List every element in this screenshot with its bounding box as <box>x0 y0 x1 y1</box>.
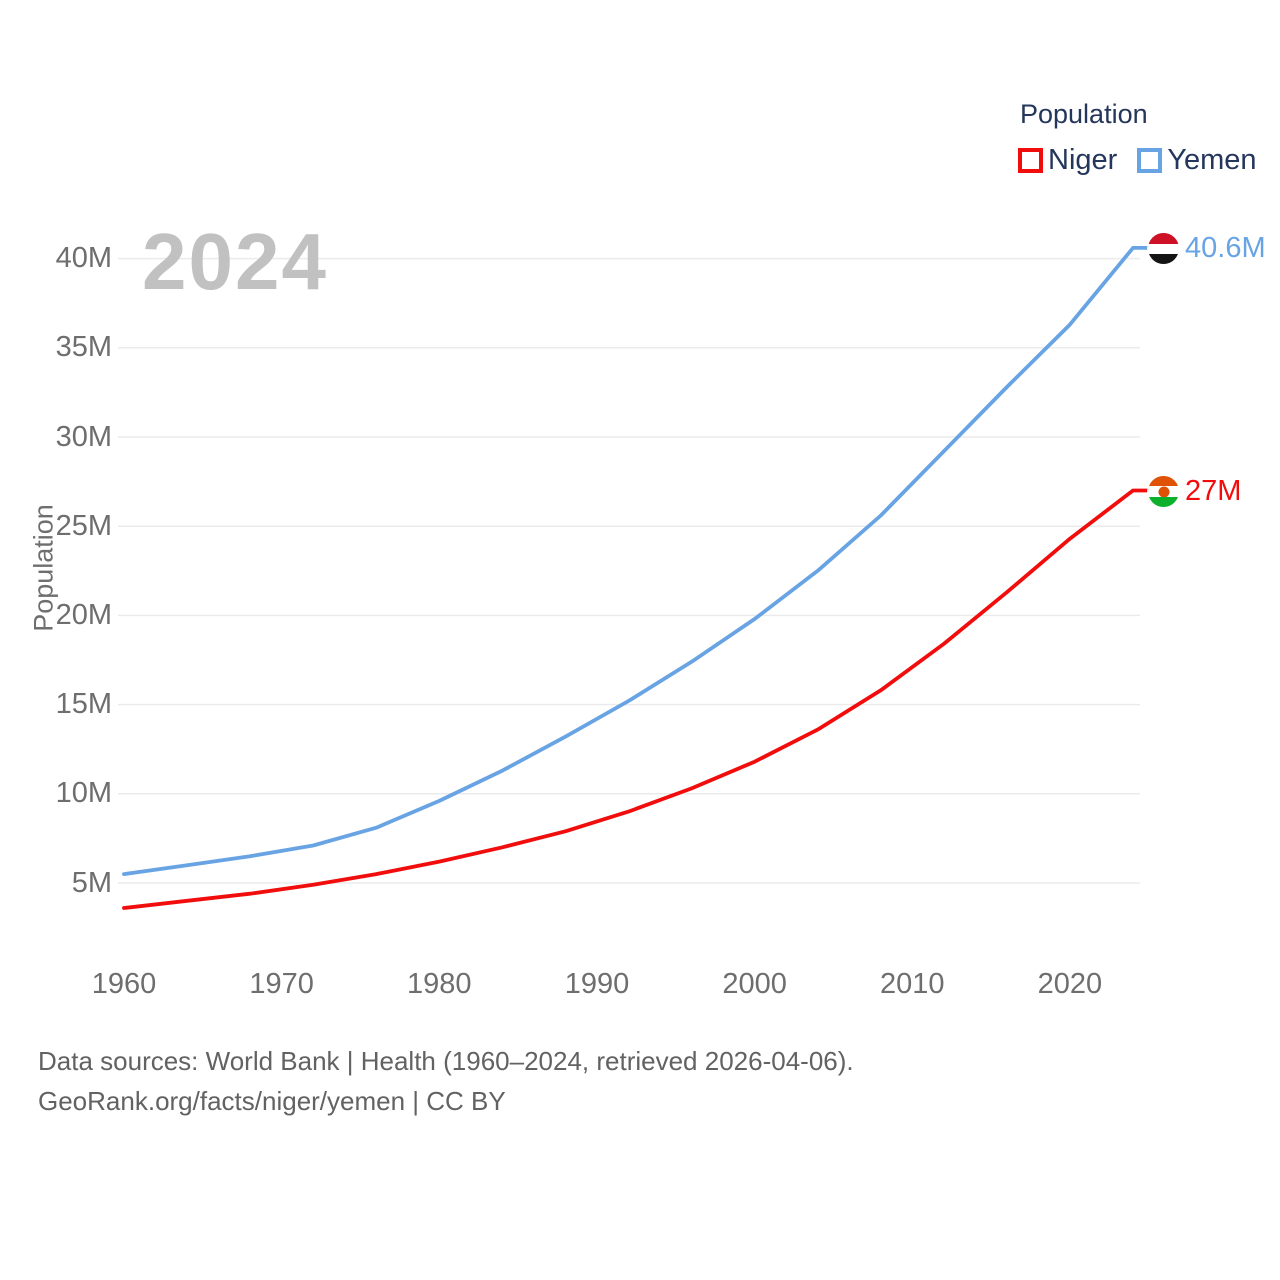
x-tick-label-2000: 2000 <box>722 968 787 1000</box>
niger-flag-disc <box>1158 486 1169 497</box>
yemen-flag-icon <box>1148 233 1179 265</box>
legend-title: Population <box>1020 99 1148 129</box>
population-line-chart <box>118 245 1150 910</box>
y-tick-label-5M: 5M <box>71 866 112 899</box>
attribution-line: GeoRank.org/facts/niger/yemen | CC BY <box>38 1086 506 1116</box>
legend-item-niger[interactable]: Niger <box>1018 144 1117 177</box>
x-tick-label-1960: 1960 <box>91 968 157 1000</box>
legend-item-yemen[interactable]: Yemen <box>1137 144 1257 177</box>
y-tick-label-30M: 30M <box>55 420 112 453</box>
y-tick-label-35M: 35M <box>55 331 112 364</box>
y-tick-label-40M: 40M <box>55 242 112 275</box>
niger-flag-icon <box>1148 476 1179 507</box>
y-axis-title: Population <box>28 504 59 632</box>
x-tick-label-1980: 1980 <box>407 968 472 1000</box>
y-tick-label-20M: 20M <box>55 598 112 631</box>
x-tick-label-2010: 2010 <box>880 968 945 1000</box>
year-watermark: 2024 <box>142 217 328 306</box>
series-line-niger[interactable] <box>122 488 1150 910</box>
y-tick-label-15M: 15M <box>55 688 112 721</box>
x-tick-label-2020: 2020 <box>1037 968 1103 1000</box>
legend-label-yemen: Yemen <box>1167 144 1257 176</box>
niger-flag-stripe-top <box>1148 476 1179 487</box>
legend-items: Niger Yemen <box>1018 144 1257 177</box>
legend-label-niger: Niger <box>1048 144 1118 176</box>
yemen-value-label: 40.6M <box>1185 232 1266 265</box>
x-tick-label-1990: 1990 <box>564 968 630 1000</box>
chart-legend: Population Niger Yemen <box>1018 99 1257 177</box>
data-sources-line: Data sources: World Bank | Health (1960–… <box>38 1046 854 1076</box>
niger-flag-stripe-bottom <box>1148 496 1179 507</box>
series-line-yemen[interactable] <box>122 245 1150 876</box>
footer: Data sources: World Bank | Health (1960–… <box>38 1041 854 1121</box>
niger-series-swatch-icon <box>1018 148 1043 173</box>
yemen-flag-stripe-top <box>1148 233 1179 244</box>
niger-value-label: 27M <box>1185 475 1242 508</box>
niger-flag-stripe-mid <box>1148 486 1179 497</box>
yemen-series-swatch-icon <box>1137 148 1163 173</box>
y-tick-label-25M: 25M <box>55 509 112 542</box>
y-tick-label-10M: 10M <box>55 777 112 810</box>
yemen-flag-stripe-mid <box>1148 243 1179 255</box>
x-tick-label-1970: 1970 <box>249 968 314 1000</box>
end-label-yemen: 40.6M <box>1148 232 1266 265</box>
end-label-niger: 27M <box>1148 475 1241 508</box>
yemen-flag-stripe-bottom <box>1148 254 1179 265</box>
